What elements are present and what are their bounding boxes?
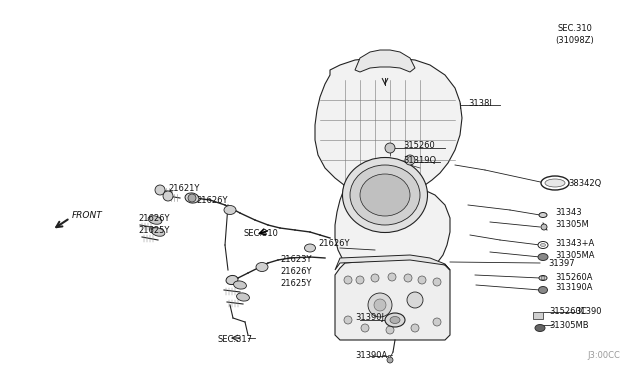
Circle shape bbox=[374, 299, 386, 311]
Text: 315260: 315260 bbox=[403, 141, 435, 150]
Text: SEC.310: SEC.310 bbox=[557, 23, 593, 32]
Ellipse shape bbox=[305, 244, 316, 252]
Ellipse shape bbox=[234, 281, 246, 289]
Circle shape bbox=[386, 326, 394, 334]
Ellipse shape bbox=[541, 244, 545, 247]
Text: SEC.310: SEC.310 bbox=[243, 228, 278, 237]
Circle shape bbox=[344, 276, 352, 284]
Circle shape bbox=[541, 224, 547, 230]
Ellipse shape bbox=[538, 253, 548, 260]
Circle shape bbox=[433, 278, 441, 286]
Text: 31343+A: 31343+A bbox=[555, 238, 595, 247]
Text: 21625Y: 21625Y bbox=[138, 225, 170, 234]
Circle shape bbox=[361, 324, 369, 332]
Text: 31305M: 31305M bbox=[555, 219, 589, 228]
Polygon shape bbox=[355, 50, 415, 72]
Ellipse shape bbox=[185, 193, 199, 203]
Ellipse shape bbox=[256, 263, 268, 272]
Text: 31390J: 31390J bbox=[355, 314, 384, 323]
Text: 21626Y: 21626Y bbox=[196, 196, 227, 205]
Circle shape bbox=[407, 292, 423, 308]
Ellipse shape bbox=[237, 293, 250, 301]
Ellipse shape bbox=[535, 324, 545, 331]
Ellipse shape bbox=[224, 205, 236, 215]
Text: 31319Q: 31319Q bbox=[403, 155, 436, 164]
Circle shape bbox=[418, 276, 426, 284]
Text: SEC.317: SEC.317 bbox=[218, 336, 253, 344]
Polygon shape bbox=[335, 255, 450, 270]
Text: 21623Y: 21623Y bbox=[280, 256, 312, 264]
Circle shape bbox=[344, 316, 352, 324]
Text: 31305MA: 31305MA bbox=[555, 250, 595, 260]
Text: 21626Y: 21626Y bbox=[318, 240, 349, 248]
Circle shape bbox=[163, 191, 173, 201]
Text: 21625Y: 21625Y bbox=[280, 279, 312, 289]
Circle shape bbox=[387, 357, 393, 363]
Text: 3138I: 3138I bbox=[468, 99, 492, 108]
Ellipse shape bbox=[541, 176, 569, 190]
Text: J3:00CC: J3:00CC bbox=[587, 350, 620, 359]
Text: 31343: 31343 bbox=[555, 208, 582, 217]
Circle shape bbox=[356, 276, 364, 284]
Circle shape bbox=[541, 276, 545, 280]
Ellipse shape bbox=[148, 216, 162, 224]
Ellipse shape bbox=[360, 174, 410, 216]
Ellipse shape bbox=[226, 275, 238, 285]
Text: 21626Y: 21626Y bbox=[138, 214, 170, 222]
Text: 31390: 31390 bbox=[575, 308, 602, 317]
Circle shape bbox=[404, 274, 412, 282]
Ellipse shape bbox=[539, 276, 547, 280]
Ellipse shape bbox=[151, 228, 165, 236]
Text: 31390A: 31390A bbox=[355, 352, 387, 360]
Ellipse shape bbox=[350, 165, 420, 225]
Circle shape bbox=[155, 185, 165, 195]
Text: 315260A: 315260A bbox=[555, 273, 593, 282]
Text: 31305MB: 31305MB bbox=[549, 321, 589, 330]
Text: 315260C: 315260C bbox=[549, 308, 587, 317]
Circle shape bbox=[388, 273, 396, 281]
Circle shape bbox=[371, 274, 379, 282]
Text: 313190A: 313190A bbox=[555, 283, 593, 292]
Ellipse shape bbox=[538, 286, 547, 294]
Ellipse shape bbox=[342, 157, 428, 232]
Text: 21626Y: 21626Y bbox=[280, 267, 312, 276]
Ellipse shape bbox=[538, 241, 548, 248]
Text: 38342Q: 38342Q bbox=[568, 179, 601, 187]
Circle shape bbox=[405, 155, 415, 165]
Circle shape bbox=[188, 194, 196, 202]
Ellipse shape bbox=[539, 212, 547, 218]
Polygon shape bbox=[335, 258, 450, 340]
Text: FRONT: FRONT bbox=[72, 211, 103, 219]
Circle shape bbox=[368, 293, 392, 317]
Text: 31397: 31397 bbox=[548, 259, 575, 267]
Polygon shape bbox=[315, 58, 462, 276]
Circle shape bbox=[411, 324, 419, 332]
Text: (31098Z): (31098Z) bbox=[556, 35, 595, 45]
Ellipse shape bbox=[390, 317, 400, 324]
Bar bbox=[533, 312, 543, 319]
Text: 21621Y: 21621Y bbox=[168, 183, 200, 192]
Ellipse shape bbox=[545, 179, 565, 187]
Circle shape bbox=[385, 143, 395, 153]
Ellipse shape bbox=[385, 313, 405, 327]
Circle shape bbox=[433, 318, 441, 326]
